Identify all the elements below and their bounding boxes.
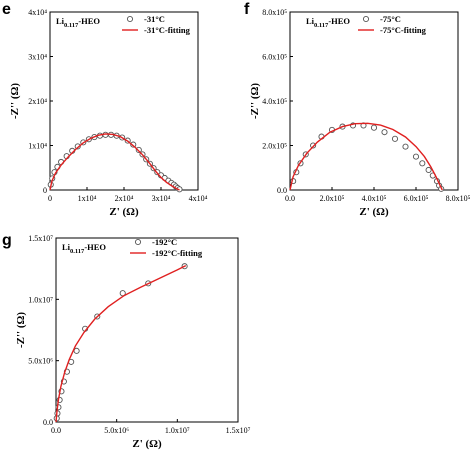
y-tick-label: 1.0x10⁷ [28,295,53,304]
data-point [381,129,388,136]
y-tick-label: 5.0x10⁶ [28,357,53,366]
fit-line [289,122,443,191]
chart-panel-e: 0 1x10⁴ 2x10⁴ 3x10⁴ 4x10⁴ 0 1x10⁴ 2x10⁴ 3x10⁴ 4x1… [2,1,208,218]
sample-label: Li0.117-HEO [62,242,106,255]
data-point [370,124,378,131]
sample-label: Li0.117-HEO [306,16,350,29]
panel-letter: f [244,1,250,18]
x-tick-label: 4.0x10⁵ [362,194,387,203]
x-tick-label: 1.0x10⁷ [165,426,190,435]
x-tick-label: 1.5x10⁷ [226,426,251,435]
plot-frame [55,237,239,423]
plot-frame [49,11,199,191]
sample-label-suffix: -HEO [78,16,100,26]
legend: -75°C-75°C-fitting [358,14,427,35]
y-tick-label: 0.0 [43,418,53,427]
legend-marker-swatch [362,15,370,23]
y-tick-label: 6.0x10⁵ [262,53,287,62]
data-point [412,153,420,160]
legend-marker-swatch [126,15,134,23]
data-point [425,166,432,174]
panel-letter: g [2,232,12,249]
fit-line [55,264,187,423]
legend: -192°C-192°C-fitting [130,237,203,258]
data-point [391,135,399,142]
x-axis-title: Z' (Ω) [359,206,389,218]
y-tick-label: 2.0x10⁵ [262,142,287,151]
y-tick-label: 3x10⁴ [28,53,47,62]
x-tick-label: 3x10⁴ [152,194,171,203]
data-point [135,146,142,153]
fit-line [49,133,180,191]
sample-label-base: Li [306,16,315,26]
data-point [402,143,409,150]
x-tick-label: 6.0x10⁵ [404,194,429,203]
y-tick-label: 0.0 [277,186,287,195]
y-tick-label: 8.0x10⁵ [262,8,287,17]
sample-label-base: Li [56,16,65,26]
y-axis-title: -Z'' (Ω) [249,83,261,119]
sample-label-suffix: -HEO [84,242,106,252]
sample-label: Li0.117-HEO [56,16,100,29]
x-tick-label: 2.0x10⁵ [320,194,345,203]
sample-label-suffix: -HEO [328,16,350,26]
data-point [310,142,317,149]
legend-marker-swatch [134,238,142,246]
data-point [130,141,137,148]
x-tick-label: 4x10⁴ [189,194,208,203]
data-point [73,347,80,354]
legend-entry-label: -192°C [152,237,177,247]
legend-entry-label: -31°C [144,14,165,24]
data-point [419,160,426,167]
x-tick-label: 1x10⁴ [78,194,97,203]
y-axis-title: -Z'' (Ω) [9,83,21,119]
plot-frame [289,11,459,191]
y-tick-label: 1x10⁴ [28,142,47,151]
sample-label-subscript: 0.117 [64,22,79,29]
legend-entry-label: -75°C-fitting [380,25,427,35]
chart-panel-g: 0.0 5.0x10⁶ 1.0x10⁷ 1.5x10⁷ 0.0 5.0x10⁶ 1.0x10… [2,232,251,450]
y-tick-label: 4x10⁴ [28,8,47,17]
legend-entry-label: -31°C-fitting [144,25,191,35]
y-tick-label: 4.0x10⁵ [262,97,287,106]
sample-label-base: Li [62,242,71,252]
panel-letter: e [2,1,11,18]
sample-label-subscript: 0.117 [314,22,329,29]
legend: -31°C-31°C-fitting [122,14,191,35]
x-tick-label: 0 [48,194,52,203]
x-tick-label: 5.0x10⁶ [104,426,129,435]
sample-label-subscript: 0.117 [70,248,85,255]
y-axis-title: -Z'' (Ω) [15,312,27,348]
x-tick-label: 8.0x10⁵ [446,194,471,203]
y-tick-label: 1.5x10⁷ [28,234,53,243]
legend-entry-label: -75°C [380,14,401,24]
x-tick-label: 0.0 [51,426,61,435]
chart-panel-f: 0.0 2.0x10⁵ 4.0x10⁵ 6.0x10⁵ 8.0x10⁵ 0.0 2.0x10… [244,1,471,218]
legend-entry-label: -192°C-fitting [152,248,203,258]
y-tick-label: 2x10⁴ [28,97,47,106]
x-tick-label: 2x10⁴ [115,194,134,203]
data-point [74,143,81,150]
x-axis-title: Z' (Ω) [132,438,162,450]
x-axis-title: Z' (Ω) [109,206,139,218]
x-tick-label: 0.0 [285,194,295,203]
y-tick-label: 0 [43,186,47,195]
